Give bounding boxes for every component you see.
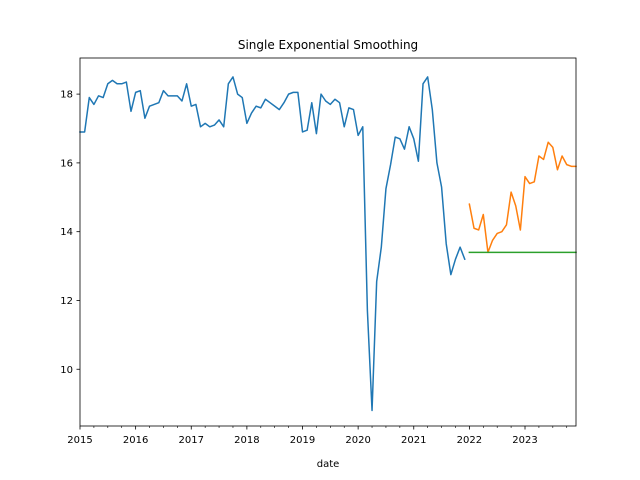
y-axis: 10 12 14 16 18 [60,90,80,376]
series-2-line [468,141,577,254]
y-tick-label: 16 [60,158,73,169]
series-layer [79,76,577,412]
plot-area [79,57,577,427]
y-tick-label: 18 [60,90,73,101]
x-tick-label: 2021 [401,435,426,446]
x-tick-label: 2016 [123,435,148,446]
axes-frame [79,57,577,427]
x-tick-label: 2018 [234,435,259,446]
y-tick-label: 14 [60,227,73,238]
x-axis-label: date [317,459,340,470]
x-axis: 2015 2016 2017 2018 2019 2020 2021 2022 2023 [67,426,568,446]
x-tick-label: 2015 [67,435,92,446]
series-1-line [79,76,466,412]
x-tick-label: 2017 [179,435,204,446]
x-tick-label: 2020 [345,435,370,446]
chart-title: Single Exponential Smoothing [238,38,418,52]
y-tick-label: 10 [60,365,73,376]
x-tick-label: 2022 [457,435,482,446]
x-tick-label: 2019 [290,435,315,446]
x-tick-label: 2023 [512,435,537,446]
y-tick-label: 12 [60,296,73,307]
